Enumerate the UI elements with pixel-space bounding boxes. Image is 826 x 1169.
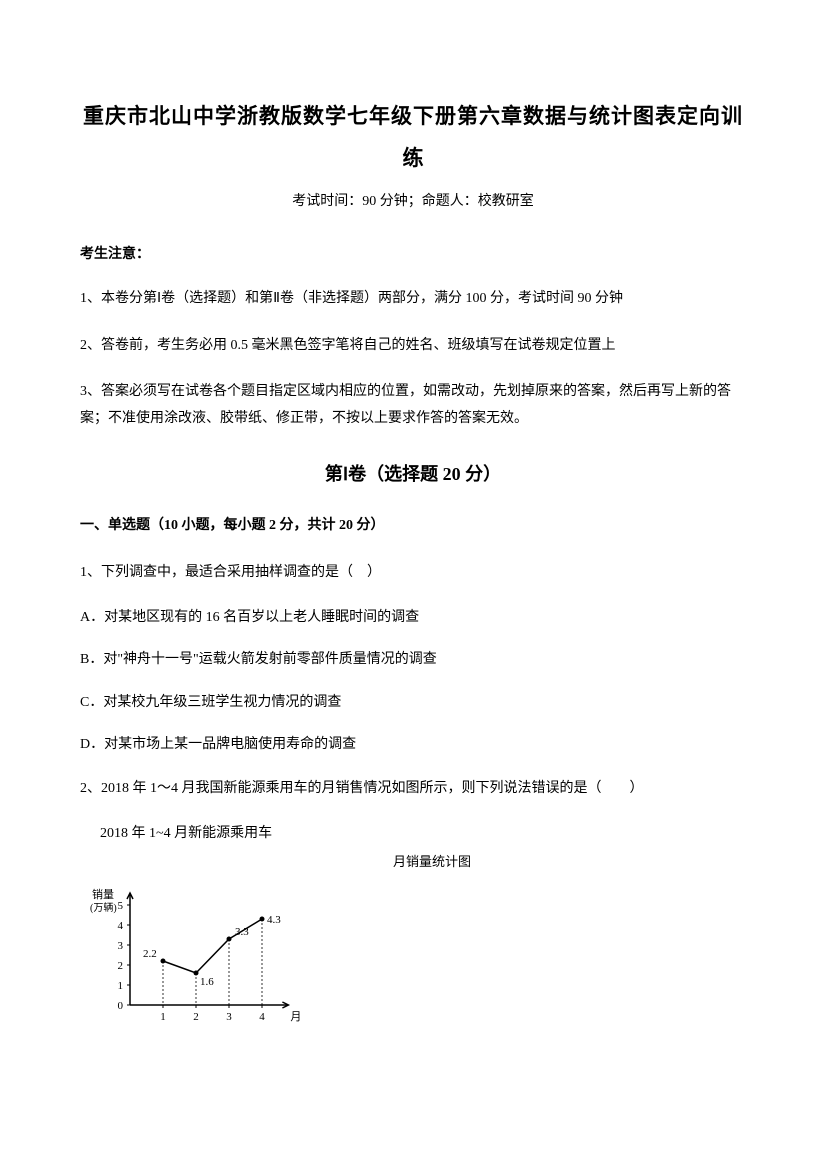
svg-text:2: 2: [193, 1011, 199, 1023]
question-1-option-c: C．对某校九年级三班学生视力情况的调查: [80, 692, 746, 714]
svg-text:销量: 销量: [92, 887, 114, 901]
page-title-line2: 练: [80, 142, 746, 176]
svg-text:5: 5: [118, 900, 124, 912]
svg-text:1: 1: [160, 1011, 166, 1023]
svg-text:4: 4: [259, 1011, 265, 1023]
chart-subtitle: 月销量统计图: [118, 852, 746, 873]
svg-text:(万辆): (万辆): [90, 901, 117, 914]
svg-text:1.6: 1.6: [200, 976, 214, 988]
svg-text:2: 2: [118, 960, 124, 972]
svg-text:1: 1: [118, 980, 124, 992]
question-1-option-a: A．对某地区现有的 16 名百岁以上老人睡眠时间的调查: [80, 607, 746, 629]
question-1-stem: 1、下列调查中，最适合采用抽样调查的是（ ）: [80, 560, 746, 585]
chart-svg: 销量(万辆) 0 1 2 3 4 5 1 2 3 4 月份 2.2 1.6 3.3 4.3: [90, 875, 300, 1025]
line-chart: 2018 年 1~4 月新能源乘用车 月销量统计图 销量(万辆) 0 1 2 3 4 5 1 2…: [90, 823, 746, 1024]
svg-text:3.3: 3.3: [235, 926, 249, 938]
svg-text:月份: 月份: [290, 1010, 300, 1023]
question-1-option-b: B．对"神舟十一号"运载火箭发射前零部件质量情况的调查: [80, 649, 746, 671]
svg-text:4.3: 4.3: [267, 914, 281, 926]
svg-text:4: 4: [118, 920, 124, 932]
svg-text:0: 0: [118, 1000, 124, 1012]
section-heading: 第Ⅰ卷（选择题 20 分）: [80, 460, 746, 489]
svg-text:2.2: 2.2: [143, 948, 157, 960]
svg-text:3: 3: [226, 1011, 232, 1023]
svg-text:3: 3: [118, 940, 124, 952]
notice-heading: 考生注意：: [80, 244, 746, 266]
instruction-2: 2、答卷前，考生务必用 0.5 毫米黑色签字笔将自己的姓名、班级填写在试卷规定位…: [80, 333, 746, 360]
instruction-1: 1、本卷分第Ⅰ卷（选择题）和第Ⅱ卷（非选择题）两部分，满分 100 分，考试时间…: [80, 286, 746, 313]
exam-meta: 考试时间：90 分钟；命题人：校教研室: [80, 191, 746, 213]
chart-title: 2018 年 1~4 月新能源乘用车: [100, 823, 746, 845]
page-title-line1: 重庆市北山中学浙教版数学七年级下册第六章数据与统计图表定向训: [80, 100, 746, 134]
question-2-stem: 2、2018 年 1～4 月我国新能源乘用车的月销售情况如图所示，则下列说法错误…: [80, 776, 746, 801]
subsection-heading: 一、单选题（10 小题，每小题 2 分，共计 20 分）: [80, 515, 746, 537]
instruction-3: 3、答案必须写在试卷各个题目指定区域内相应的位置，如需改动，先划掉原来的答案，然…: [80, 379, 746, 432]
question-1-option-d: D．对某市场上某一品牌电脑使用寿命的调查: [80, 734, 746, 756]
